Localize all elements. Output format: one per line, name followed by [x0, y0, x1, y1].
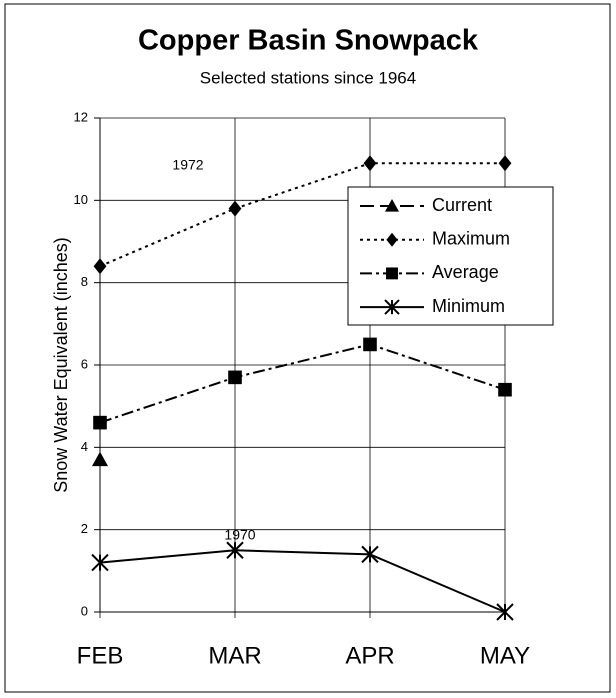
data-point	[93, 258, 107, 275]
legend-marker	[386, 267, 398, 280]
x-tick-label: MAR	[208, 642, 261, 669]
series-line	[99, 343, 506, 424]
chart-border	[4, 3, 611, 693]
data-point	[226, 541, 244, 559]
y-tick-label: 6	[81, 356, 88, 371]
y-tick-label: 8	[81, 274, 88, 289]
data-point	[361, 545, 379, 564]
legend-box	[347, 186, 554, 326]
data-point	[498, 382, 512, 397]
y-tick-label: 10	[74, 192, 88, 207]
legend-marker	[385, 199, 399, 212]
data-point	[228, 370, 242, 385]
y-tick-label: 12	[74, 109, 88, 124]
chart-subtitle: Selected stations since 1964	[200, 68, 416, 87]
data-point	[496, 603, 514, 621]
y-axis-label: Snow Water Equivalent (inches)	[51, 237, 71, 492]
data-point	[363, 337, 377, 352]
data-point	[91, 553, 109, 572]
x-tick-label: MAY	[480, 642, 530, 669]
series-line	[99, 162, 505, 268]
chart-title: Copper Basin Snowpack	[138, 25, 479, 57]
y-tick-label: 4	[81, 439, 88, 454]
legend-label: Minimum	[432, 296, 505, 316]
data-point	[363, 155, 377, 172]
y-tick-label: 2	[81, 521, 88, 536]
annotation: 1972	[172, 157, 203, 173]
data-point	[93, 415, 107, 430]
data-point	[498, 155, 512, 172]
data-point	[92, 451, 108, 467]
legend-label: Maximum	[432, 228, 510, 248]
legend-marker	[386, 232, 398, 247]
legend-label: Average	[432, 262, 499, 282]
y-tick-label: 0	[81, 603, 88, 618]
data-point	[228, 200, 242, 217]
legend-marker	[384, 299, 400, 315]
x-tick-label: FEB	[77, 642, 124, 669]
annotation: 1970	[224, 527, 255, 543]
x-tick-label: APR	[345, 642, 394, 669]
series-line	[99, 549, 506, 613]
legend-label: Current	[432, 195, 492, 215]
